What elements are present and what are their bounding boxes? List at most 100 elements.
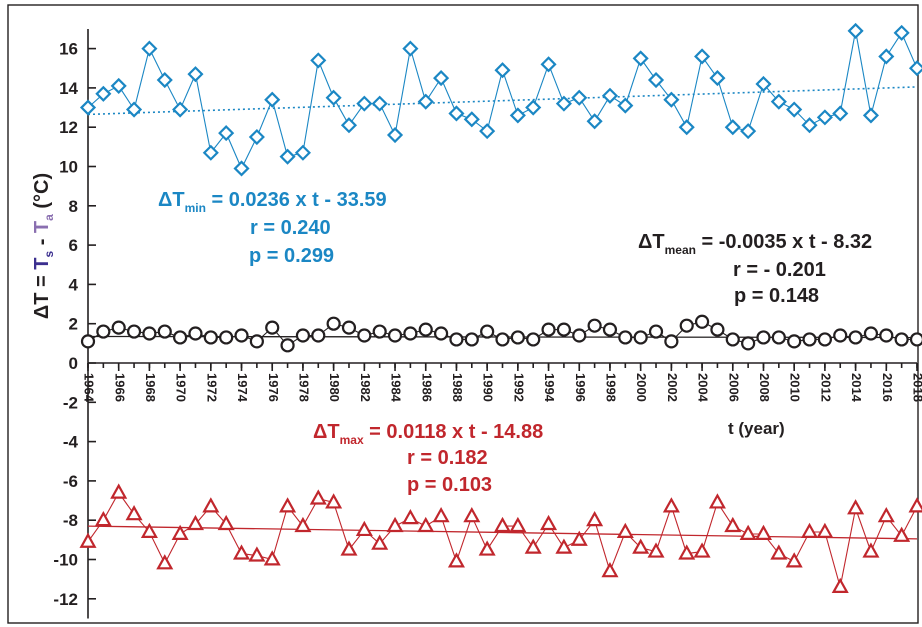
- data-point-mean: [173, 330, 188, 345]
- data-point-min: [770, 93, 787, 110]
- data-point-mean: [157, 324, 172, 339]
- y-axis-label-prefix: ΔT =: [31, 270, 53, 319]
- data-point-max: [263, 550, 281, 566]
- data-point-mean: [710, 322, 725, 337]
- data-point-max: [294, 516, 312, 533]
- x-tick-label: 2006: [726, 373, 741, 402]
- y-tick-label: 14: [59, 79, 78, 98]
- x-tick-label: 1996: [573, 373, 588, 402]
- data-point-max: [724, 516, 742, 533]
- data-point-min: [494, 62, 511, 79]
- equation-mean-rhs: = -0.0035 x t - 8.32: [696, 231, 872, 253]
- data-point-min: [601, 87, 619, 104]
- data-point-mean: [633, 330, 648, 345]
- data-point-min: [816, 109, 833, 126]
- data-point-min: [509, 107, 526, 124]
- data-point-max: [401, 508, 419, 525]
- data-point-min: [586, 113, 603, 130]
- y-tick-label: -12: [53, 590, 78, 609]
- data-point-min: [310, 52, 327, 69]
- x-tick-label: 1990: [481, 373, 496, 402]
- data-point-min: [264, 91, 281, 108]
- data-point-max: [355, 520, 373, 537]
- y-tick-label: -2: [63, 393, 78, 412]
- data-point-mean: [587, 318, 602, 333]
- data-point-max: [570, 530, 588, 546]
- data-point-min: [571, 89, 588, 106]
- data-point-mean: [387, 328, 403, 343]
- data-point-min: [95, 85, 112, 102]
- y-axis-label-ta-sub: a: [42, 214, 56, 221]
- x-tick-label: 2002: [665, 373, 680, 402]
- data-point-mean: [618, 330, 633, 345]
- equation-max: ΔTmax = 0.0118 x t - 14.88 r = 0.182 p =…: [313, 421, 543, 496]
- x-tick-label: 1988: [450, 373, 465, 402]
- x-tick-label: 2004: [696, 373, 711, 403]
- x-tick-label: 1974: [235, 373, 250, 403]
- data-point-min: [433, 70, 450, 87]
- y-tick-label: 0: [69, 354, 78, 373]
- data-point-max: [140, 522, 158, 538]
- data-point-mean: [265, 320, 280, 335]
- data-point-mean: [556, 322, 572, 337]
- data-point-mean: [771, 330, 786, 345]
- data-point-max: [156, 554, 174, 570]
- data-point-mean: [372, 324, 387, 339]
- y-tick-label: 6: [69, 236, 78, 255]
- data-point-max: [877, 507, 895, 523]
- data-point-min: [202, 144, 219, 161]
- data-point-mean: [741, 336, 756, 351]
- data-point-max: [432, 507, 450, 523]
- y-tick-label: -6: [63, 472, 78, 491]
- data-point-min: [694, 48, 711, 65]
- equation-mean-sub: mean: [665, 243, 696, 257]
- plot-frame: [7, 4, 919, 624]
- data-point-max: [693, 542, 711, 558]
- x-tick-label: 2000: [634, 373, 649, 402]
- data-point-mean: [802, 332, 817, 347]
- equation-min-formula: ΔTmin = 0.0236 x t - 33.59: [158, 189, 387, 215]
- y-axis-label-minus: -: [31, 233, 53, 251]
- data-point-mean: [341, 320, 357, 335]
- data-point-mean: [234, 328, 249, 343]
- data-point-min: [663, 91, 680, 108]
- data-point-min: [878, 48, 895, 65]
- x-tick-label: 1986: [419, 373, 434, 402]
- data-point-mean: [879, 328, 894, 343]
- equation-mean: ΔTmean = -0.0035 x t - 8.32 r = - 0.201 …: [638, 231, 872, 307]
- data-point-max: [217, 514, 235, 531]
- data-point-mean: [664, 334, 679, 349]
- data-point-max: [586, 510, 604, 527]
- series-min: [79, 22, 922, 177]
- data-point-max: [524, 538, 542, 554]
- data-point-mean: [787, 334, 802, 349]
- data-point-mean: [357, 328, 372, 343]
- data-point-min: [340, 117, 358, 134]
- data-point-mean: [249, 334, 264, 349]
- data-point-mean: [433, 326, 449, 341]
- data-point-mean: [203, 330, 218, 345]
- data-point-max: [171, 524, 189, 540]
- data-point-max: [862, 542, 880, 558]
- data-point-max: [386, 516, 404, 533]
- y-axis-label-ts-sub: s: [42, 251, 56, 258]
- data-point-mean: [725, 332, 740, 347]
- data-point-max: [555, 538, 573, 554]
- data-point-min: [172, 101, 189, 118]
- x-tick-label: 1976: [266, 373, 281, 402]
- equation-max-formula: ΔTmax = 0.0118 x t - 14.88: [313, 421, 543, 447]
- data-point-mean: [326, 316, 341, 331]
- data-point-mean: [142, 326, 157, 341]
- data-point-mean: [756, 330, 771, 345]
- data-point-min: [233, 160, 250, 177]
- equation-max-r: r = 0.182: [407, 447, 488, 469]
- y-tick-label: 2: [69, 315, 78, 334]
- data-point-min: [525, 99, 542, 116]
- data-point-max: [632, 538, 650, 554]
- y-axis-label: ΔT = Ts - Ta (°C): [31, 173, 56, 319]
- equation-mean-r: r = - 0.201: [733, 259, 826, 281]
- data-point-mean: [418, 322, 433, 337]
- data-point-min: [279, 148, 296, 165]
- x-tick-label: 1984: [389, 373, 404, 403]
- x-tick-label: 1980: [327, 373, 342, 402]
